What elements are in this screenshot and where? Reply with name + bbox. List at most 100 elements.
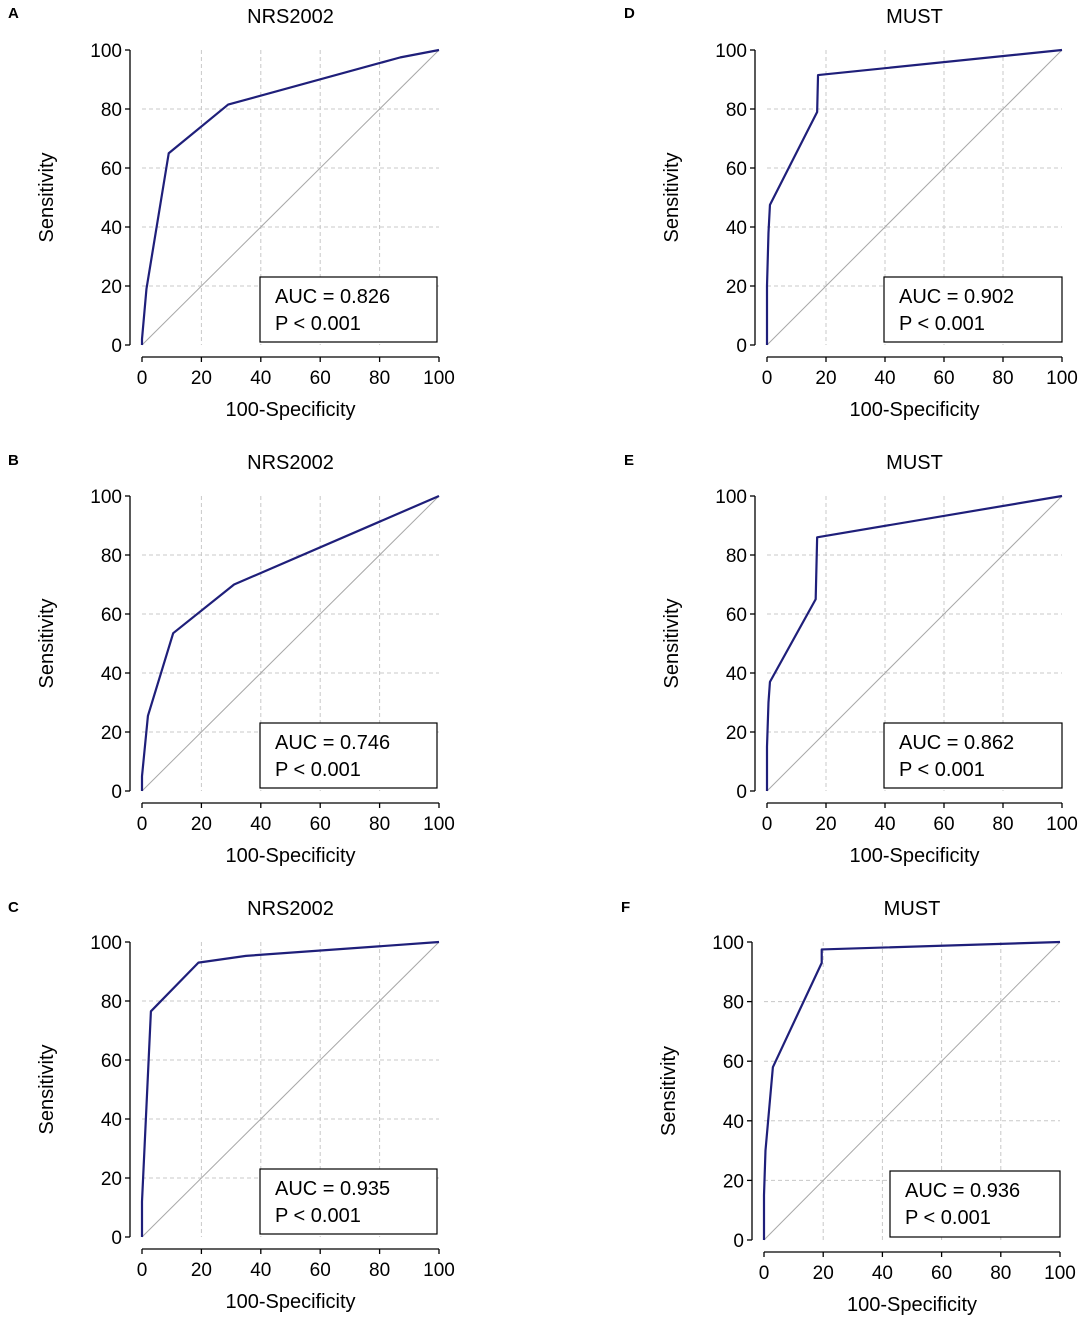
y-tick-label: 60 [101, 605, 122, 626]
x-tick-label: 60 [933, 814, 954, 835]
auc-value: AUC = 0.936 [905, 1180, 1020, 1202]
y-tick-label: 80 [101, 992, 122, 1013]
y-tick-label: 40 [723, 1112, 744, 1133]
y-tick-label: 60 [726, 159, 747, 180]
chart-title: NRS2002 [247, 6, 334, 28]
p-value: P < 0.001 [275, 313, 361, 335]
panel-letter: D [624, 5, 635, 22]
y-tick-label: 80 [726, 546, 747, 567]
y-tick-label: 0 [111, 782, 122, 803]
x-axis-label: 100-Specificity [849, 845, 979, 867]
auc-value: AUC = 0.902 [899, 286, 1014, 308]
y-tick-label: 40 [101, 218, 122, 239]
y-tick-label: 100 [715, 487, 747, 508]
x-tick-label: 0 [137, 1260, 148, 1281]
p-value: P < 0.001 [899, 313, 985, 335]
roc-panel-b: 0 20 40 60 80 100 0 20 40 60 80 100 AUC = 0.746 P < 0… [8, 452, 455, 867]
roc-curve-b [140, 494, 440, 791]
x-tick-label: 40 [250, 368, 271, 389]
reference-diagonal [141, 49, 440, 346]
y-axis-label: Sensitivity [36, 1044, 58, 1134]
y-tick-label: 40 [726, 664, 747, 685]
chart-title: NRS2002 [247, 452, 334, 474]
panel-letter: A [8, 5, 19, 22]
x-tick-label: 60 [933, 368, 954, 389]
x-tick-label: 40 [874, 814, 895, 835]
x-tick-label: 60 [931, 1263, 952, 1284]
x-tick-label: 0 [762, 368, 773, 389]
p-value: P < 0.001 [899, 759, 985, 781]
y-tick-label: 80 [101, 100, 122, 121]
y-tick-label: 0 [111, 1228, 122, 1249]
y-tick-label: 100 [90, 933, 122, 954]
x-tick-label: 20 [813, 1263, 834, 1284]
y-tick-label: 0 [736, 336, 747, 357]
reference-diagonal [766, 49, 1063, 346]
auc-annotation: AUC = 0.935 P < 0.001 [259, 1168, 438, 1235]
auc-value: AUC = 0.746 [275, 732, 390, 754]
panel-letter: F [621, 899, 630, 916]
x-axis-label: 100-Specificity [225, 399, 355, 421]
roc-curve-c [140, 940, 440, 1237]
chart-title: NRS2002 [247, 898, 334, 920]
auc-annotation-box [883, 722, 1063, 789]
p-value: P < 0.001 [275, 1205, 361, 1227]
roc-curve-d [765, 48, 1063, 345]
chart-title: MUST [886, 452, 943, 474]
x-tick-label: 0 [137, 368, 148, 389]
y-tick-label: 100 [90, 41, 122, 62]
roc-panel-d: 0 20 40 60 80 100 0 20 40 60 80 100 AUC = 0.902 P < 0… [624, 5, 1078, 421]
reference-diagonal [766, 495, 1063, 792]
x-tick-label: 40 [250, 1260, 271, 1281]
auc-annotation: AUC = 0.746 P < 0.001 [259, 722, 438, 789]
roc-curve-e [765, 494, 1063, 791]
auc-annotation-box [883, 276, 1063, 343]
x-tick-label: 40 [250, 814, 271, 835]
y-tick-label: 60 [101, 159, 122, 180]
y-axis-label: Sensitivity [36, 598, 58, 688]
y-tick-label: 20 [723, 1171, 744, 1192]
x-tick-label: 100 [1044, 1263, 1076, 1284]
reference-diagonal [141, 495, 440, 792]
x-axis-label: 100-Specificity [847, 1294, 977, 1316]
y-axis-label: Sensitivity [36, 152, 58, 242]
auc-annotation: AUC = 0.936 P < 0.001 [889, 1170, 1061, 1238]
y-tick-label: 80 [101, 546, 122, 567]
x-tick-label: 60 [310, 368, 331, 389]
panel-letter: E [624, 452, 634, 469]
x-tick-label: 0 [759, 1263, 770, 1284]
x-tick-label: 80 [369, 1260, 390, 1281]
y-tick-label: 80 [726, 100, 747, 121]
y-axis-label: Sensitivity [658, 1046, 680, 1136]
reference-diagonal [763, 941, 1061, 1241]
x-tick-label: 100 [423, 814, 455, 835]
roc-curve-a [140, 48, 440, 345]
y-tick-label: 60 [101, 1051, 122, 1072]
x-tick-label: 60 [310, 1260, 331, 1281]
x-tick-label: 100 [1046, 368, 1078, 389]
auc-value: AUC = 0.862 [899, 732, 1014, 754]
auc-annotation-box [889, 1170, 1061, 1238]
x-tick-label: 20 [191, 1260, 212, 1281]
x-tick-label: 60 [310, 814, 331, 835]
reference-diagonal [141, 941, 440, 1238]
x-tick-label: 40 [872, 1263, 893, 1284]
p-value: P < 0.001 [275, 759, 361, 781]
x-tick-label: 0 [137, 814, 148, 835]
auc-value: AUC = 0.826 [275, 286, 390, 308]
y-axis-label: Sensitivity [661, 152, 683, 242]
roc-curve-f [762, 940, 1061, 1240]
panel-letter: C [8, 899, 19, 916]
auc-annotation-box [259, 722, 438, 789]
y-tick-label: 60 [723, 1052, 744, 1073]
x-tick-label: 40 [874, 368, 895, 389]
panel-letter: B [8, 452, 19, 469]
x-tick-label: 20 [191, 814, 212, 835]
x-tick-label: 20 [191, 368, 212, 389]
roc-panel-f: 0 20 40 60 80 100 0 20 40 60 80 100 AUC = 0.936 P < 0… [621, 898, 1076, 1316]
x-tick-label: 80 [992, 368, 1013, 389]
p-value: P < 0.001 [905, 1207, 991, 1229]
x-tick-label: 80 [369, 368, 390, 389]
x-tick-label: 0 [762, 814, 773, 835]
x-tick-label: 80 [369, 814, 390, 835]
